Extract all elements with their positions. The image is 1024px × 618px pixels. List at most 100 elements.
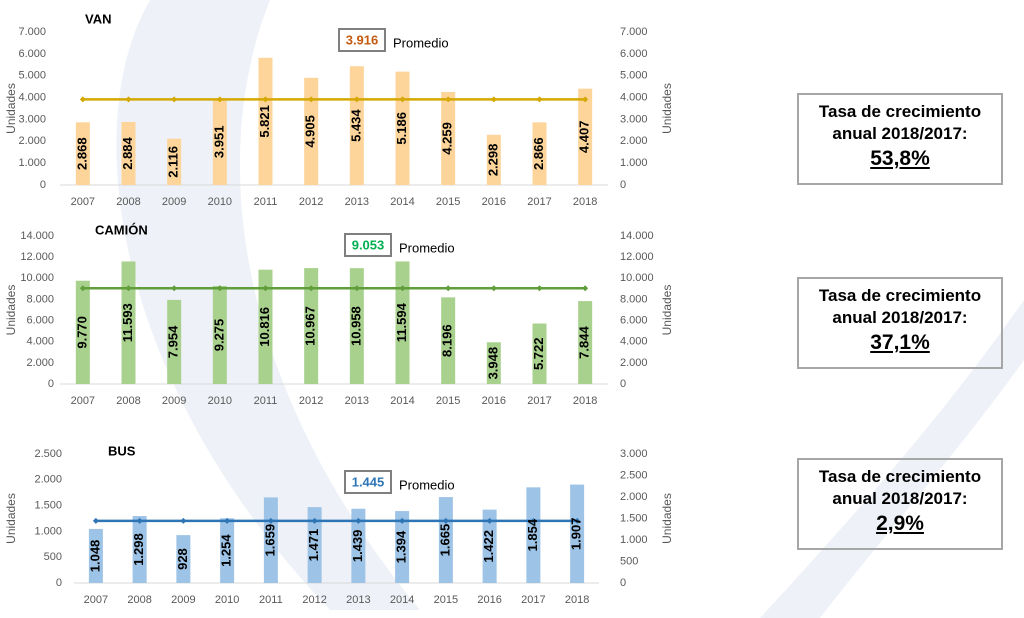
- y-tick-label: 1.000: [18, 157, 46, 169]
- value-label: 1.659: [262, 524, 277, 557]
- y2-tick-label: 7.000: [620, 26, 648, 38]
- value-label: 11.593: [120, 303, 135, 342]
- bar: [220, 518, 235, 583]
- average-marker: [355, 517, 362, 524]
- average-marker: [486, 517, 493, 524]
- y-tick-label: 4.000: [26, 336, 54, 348]
- y2-tick-label: 500: [620, 555, 638, 567]
- value-label: 1.907: [569, 518, 584, 551]
- average-marker: [216, 285, 223, 292]
- average-marker: [171, 96, 178, 103]
- average-marker: [311, 517, 318, 524]
- value-label: 1.298: [131, 533, 146, 566]
- bar: [307, 507, 322, 583]
- y2-tick-label: 4.000: [620, 336, 648, 348]
- value-label: 3.951: [211, 126, 226, 159]
- x-tick-label: 2016: [482, 395, 506, 407]
- average-marker: [308, 285, 315, 292]
- y-tick-label: 2.500: [34, 448, 62, 460]
- y-tick-label: 5.000: [18, 70, 46, 82]
- value-label: 1.048: [87, 540, 102, 573]
- x-tick-label: 2013: [346, 594, 370, 606]
- y2-axis-label: Unidades: [660, 285, 674, 336]
- x-tick-label: 2010: [208, 395, 232, 407]
- average-marker: [445, 285, 452, 292]
- x-tick-label: 2012: [302, 594, 326, 606]
- average-marker: [216, 96, 223, 103]
- x-tick-label: 2008: [127, 594, 151, 606]
- x-tick-label: 2009: [162, 395, 186, 407]
- average-marker: [79, 96, 86, 103]
- y2-tick-label: 1.000: [620, 157, 648, 169]
- x-tick-label: 2014: [390, 594, 414, 606]
- bar: [395, 511, 410, 583]
- value-label: 7.954: [166, 325, 181, 358]
- bar: [304, 268, 319, 384]
- y-tick-label: 2.000: [18, 135, 46, 147]
- bar: [88, 528, 103, 583]
- value-label: 2.298: [485, 144, 500, 177]
- average-marker: [79, 285, 86, 292]
- average-marker: [267, 517, 274, 524]
- bar: [258, 57, 273, 185]
- growth-box: Tasa de crecimiento anual 2018/2017: 53,…: [797, 93, 1003, 185]
- value-label: 4.259: [440, 122, 455, 155]
- y-tick-label: 0: [40, 179, 46, 191]
- x-tick-label: 2014: [390, 395, 414, 407]
- growth-box: Tasa de crecimiento anual 2018/2017: 37,…: [797, 277, 1003, 369]
- x-tick-label: 2013: [345, 196, 369, 208]
- value-label: 1.854: [525, 518, 540, 551]
- y-tick-label: 500: [44, 551, 62, 563]
- x-tick-label: 2012: [299, 196, 323, 208]
- x-tick-label: 2015: [436, 196, 460, 208]
- average-marker: [262, 285, 269, 292]
- bar: [212, 285, 227, 384]
- growth-title: Tasa de crecimiento anual 2018/2017:: [818, 467, 982, 508]
- value-label: 1.422: [481, 530, 496, 563]
- average-marker: [490, 96, 497, 103]
- chart-title: CAMIÓN: [95, 222, 148, 237]
- value-label: 9.275: [211, 319, 226, 352]
- bar: [482, 509, 497, 583]
- y2-tick-label: 4.000: [620, 91, 648, 103]
- x-tick-label: 2016: [477, 594, 501, 606]
- y-tick-label: 3.000: [18, 113, 46, 125]
- y2-tick-label: 0: [620, 179, 626, 191]
- average-value: 1.445: [352, 474, 385, 489]
- bar: [486, 342, 501, 384]
- x-tick-label: 2007: [71, 395, 95, 407]
- x-tick-label: 2015: [436, 395, 460, 407]
- value-label: 11.594: [394, 302, 409, 342]
- x-tick-label: 2008: [116, 395, 140, 407]
- bar: [75, 280, 90, 384]
- chart-title: BUS: [108, 443, 136, 458]
- y2-tick-label: 10.000: [620, 272, 654, 284]
- bar: [132, 516, 147, 583]
- average-marker: [125, 285, 132, 292]
- x-tick-label: 2017: [521, 594, 545, 606]
- growth-title: Tasa de crecimiento anual 2018/2017:: [818, 102, 982, 143]
- value-label: 10.816: [257, 307, 272, 347]
- x-tick-label: 2016: [482, 196, 506, 208]
- x-tick-label: 2010: [208, 196, 232, 208]
- x-tick-label: 2017: [527, 395, 551, 407]
- y-axis-label: Unidades: [4, 285, 18, 336]
- bar: [532, 122, 547, 185]
- y2-tick-label: 3.000: [620, 448, 648, 460]
- y-tick-label: 10.000: [20, 272, 54, 284]
- y2-tick-label: 2.000: [620, 357, 648, 369]
- average-marker: [136, 517, 143, 524]
- value-label: 4.905: [303, 115, 318, 148]
- x-tick-label: 2009: [171, 594, 195, 606]
- y2-tick-label: 6.000: [620, 48, 648, 60]
- value-label: 1.471: [306, 529, 321, 562]
- y-tick-label: 14.000: [20, 230, 54, 242]
- x-tick-label: 2008: [116, 196, 140, 208]
- average-marker: [530, 517, 537, 524]
- value-label: 9.770: [74, 316, 89, 349]
- x-tick-label: 2013: [345, 395, 369, 407]
- x-tick-label: 2010: [215, 594, 239, 606]
- y2-tick-label: 2.500: [620, 469, 648, 481]
- average-name: Promedio: [393, 35, 449, 50]
- y-tick-label: 8.000: [26, 293, 54, 305]
